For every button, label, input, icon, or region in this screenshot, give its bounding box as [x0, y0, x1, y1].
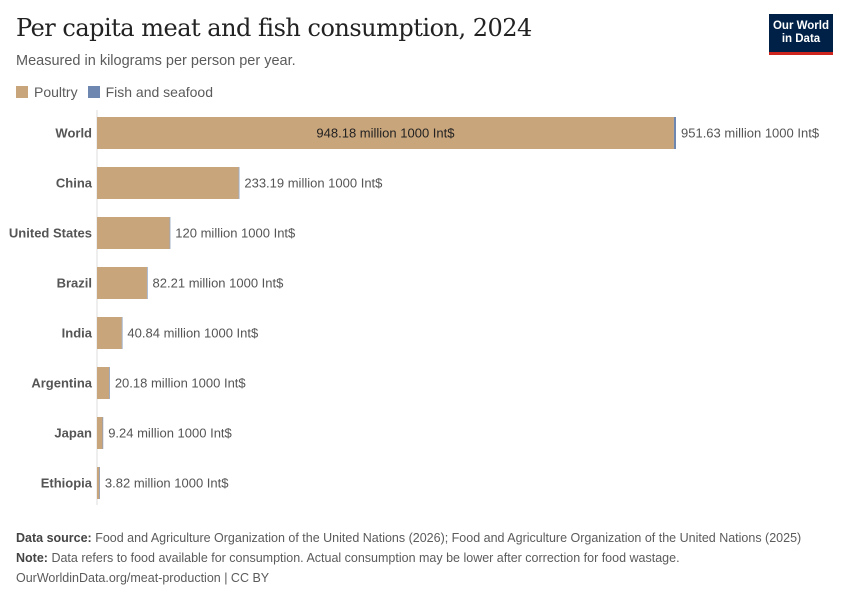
legend-label: Fish and seafood [105, 84, 213, 100]
bar-fish [169, 217, 171, 249]
bar-poultry [97, 167, 239, 199]
bar-poultry [97, 467, 100, 499]
bar-fish [238, 167, 240, 199]
bar-poultry [97, 367, 110, 399]
legend-item-poultry[interactable]: Poultry [16, 84, 78, 100]
category-label: Argentina [31, 376, 92, 391]
bar-fish [673, 117, 676, 149]
legend-swatch-poultry [16, 86, 28, 98]
total-data-label: 82.21 million 1000 Int$ [153, 276, 285, 291]
total-data-label: 20.18 million 1000 Int$ [115, 376, 247, 391]
inner-data-label: 948.18 million 1000 Int$ [316, 126, 455, 141]
bar-fish [146, 267, 148, 299]
bar-poultry [97, 317, 122, 349]
total-data-label: 3.82 million 1000 Int$ [105, 476, 229, 491]
total-data-label: 40.84 million 1000 Int$ [127, 326, 259, 341]
legend-label: Poultry [34, 84, 78, 100]
category-label: India [62, 326, 93, 341]
total-data-label: 120 million 1000 Int$ [175, 226, 296, 241]
total-data-label: 951.63 million 1000 Int$ [681, 126, 820, 141]
bar-poultry [97, 417, 103, 449]
bar-fish [109, 367, 110, 399]
bar-poultry [97, 267, 147, 299]
category-label: United States [9, 226, 92, 241]
chart-subtitle: Measured in kilograms per person per yea… [16, 53, 296, 69]
legend-swatch-fish [87, 86, 100, 98]
bar-fish [99, 467, 100, 499]
total-data-label: 9.24 million 1000 Int$ [108, 426, 232, 441]
chart-title: Per capita meat and fish consumption, 20… [16, 14, 532, 42]
data-source: Data source: Food and Agriculture Organi… [16, 531, 802, 545]
bar-fish [102, 417, 104, 449]
bar-fish [121, 317, 123, 349]
owid-logo[interactable]: Our World in Data [769, 14, 833, 55]
category-label: China [56, 176, 93, 191]
source-link[interactable]: OurWorldinData.org/meat-production | CC … [16, 571, 270, 585]
category-label: Brazil [57, 276, 92, 291]
category-label: Japan [54, 426, 92, 441]
legend: Poultry Fish and seafood [16, 84, 213, 100]
bar-poultry [97, 117, 674, 149]
legend-item-fish[interactable]: Fish and seafood [87, 84, 213, 100]
category-label: Ethiopia [41, 476, 93, 491]
footer: Data source: Food and Agriculture Organi… [16, 528, 801, 588]
total-data-label: 233.19 million 1000 Int$ [244, 176, 383, 191]
bar-chart: World 948.18 million 1000 Int$ 951.63 mill… [9, 110, 820, 505]
category-label: World [55, 126, 92, 141]
note: Note: Data refers to food available for … [16, 551, 680, 565]
bar-poultry [97, 217, 170, 249]
